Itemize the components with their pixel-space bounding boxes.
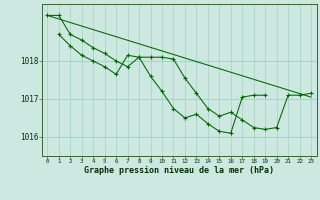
X-axis label: Graphe pression niveau de la mer (hPa): Graphe pression niveau de la mer (hPa) [84, 166, 274, 175]
